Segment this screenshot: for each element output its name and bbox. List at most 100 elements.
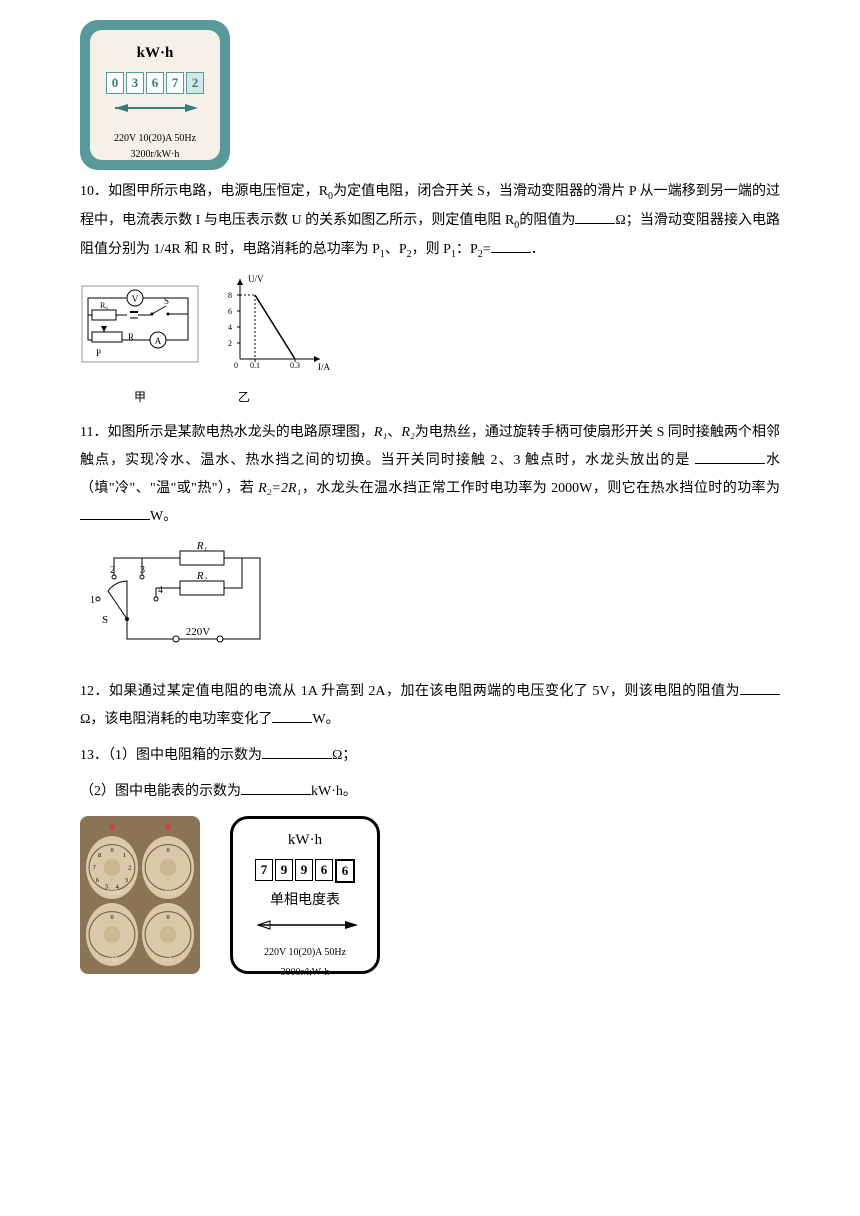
blank: [272, 708, 312, 723]
svg-text:R₂: R₂: [196, 570, 208, 582]
text: 13．（1）图中电阻箱的示数为: [80, 748, 262, 763]
text: 11．如图所示是某款电热水龙头的电路原理图，: [80, 425, 374, 440]
svg-text:8: 8: [98, 852, 101, 859]
svg-text:0: 0: [234, 361, 238, 370]
dial: 0 1 2 3 4 5 6 7 8 ×1000: [86, 836, 138, 899]
dial-label: ×1000: [86, 885, 138, 901]
blank: [491, 238, 531, 253]
caption: 乙: [220, 385, 330, 409]
resistance-box: 0 1 2 3 4 5 6 7 8 ×1000 0 ×100: [80, 816, 200, 974]
svg-text:7: 7: [93, 865, 96, 872]
text: Ω；: [332, 748, 356, 763]
graph-svg: U/V I/A 2 4 6 8 0 0.1 0.3: [220, 274, 330, 374]
svg-text:A: A: [155, 336, 162, 346]
svg-text:1: 1: [90, 595, 95, 606]
dial: 0 ×10: [86, 903, 138, 966]
circuit-diagram-jia: V R₀ S R P A 甲: [80, 284, 200, 409]
kwh-meter-2: kW·h 7 9 9 6 6 单相电度表 220V 10(20)A 50Hz 3…: [230, 816, 380, 974]
text: =: [483, 242, 491, 257]
text: R₂=2R₁: [258, 481, 301, 496]
blank: [575, 209, 615, 224]
q10-text: 10．如图甲所示电路，电源电压恒定，R0为定值电阻，闭合开关 S，当滑动变阻器的…: [80, 178, 780, 264]
svg-text:0: 0: [166, 847, 169, 854]
svg-text:R₁: R₁: [196, 540, 208, 552]
led-icon: [165, 824, 171, 830]
digit: 6: [146, 72, 164, 94]
svg-text:8: 8: [228, 291, 232, 300]
caption: 甲: [80, 385, 200, 409]
meter-spec: 3000r/kW·h: [239, 963, 371, 983]
digit: 6: [335, 859, 355, 883]
svg-text:6: 6: [228, 307, 232, 316]
text: 12．如果通过某定值电阻的电流从 1A 升高到 2A，加在该电阻两端的电压变化了…: [80, 684, 740, 699]
svg-text:0.1: 0.1: [250, 361, 260, 370]
digit: 6: [315, 859, 333, 881]
svg-text:0: 0: [110, 914, 113, 921]
meter-spec: 220V 10(20)A 50Hz: [98, 132, 212, 145]
svg-text:I/A: I/A: [318, 362, 330, 372]
svg-text:4: 4: [228, 323, 232, 332]
spinner-arrow-icon: [110, 102, 200, 114]
meter-face: kW·h 0 3 6 7 2 220V 10(20)A 50Hz 3200r/k…: [90, 30, 220, 160]
svg-text:3: 3: [125, 877, 128, 884]
circuit-svg: R₁ R₂ 1 2 3 4 S 220V: [80, 539, 280, 659]
text: kW·h。: [311, 784, 357, 799]
meter-digits: 0 3 6 7 2: [98, 72, 212, 94]
text: 10．如图甲所示电路，电源电压恒定，R: [80, 184, 328, 199]
svg-text:2: 2: [128, 865, 131, 872]
meter-spec: 3200r/kW·h: [98, 148, 212, 161]
dial-label: ×1: [142, 952, 194, 968]
svg-text:2: 2: [228, 339, 232, 348]
text: W。: [150, 509, 177, 524]
svg-text:0.3: 0.3: [290, 361, 300, 370]
blank: [241, 780, 311, 795]
q11-text: 11．如图所示是某款电热水龙头的电路原理图，R₁、R₂为电热丝，通过旋转手柄可使…: [80, 419, 780, 531]
circuit-svg: V R₀ S R P A: [80, 284, 200, 374]
digit: 3: [126, 72, 144, 94]
digit: 9: [275, 859, 293, 881]
dial: 0 ×100: [142, 836, 194, 899]
svg-text:V: V: [132, 294, 139, 304]
meter-unit: kW·h: [98, 38, 212, 68]
text: ：P: [456, 242, 478, 257]
text: ，水龙头在温水挡正常工作时电功率为 2000W，则它在热水挡位时的功率为: [301, 481, 780, 496]
svg-text:1: 1: [123, 852, 126, 859]
blank: [80, 505, 150, 520]
svg-text:0: 0: [110, 847, 113, 854]
meter-name: 单相电度表: [239, 887, 371, 915]
q10-figures: V R₀ S R P A 甲 U/V I/A 2: [80, 274, 780, 409]
dial: 0 ×1: [142, 903, 194, 966]
digit: 2: [186, 72, 204, 94]
svg-text:R₀: R₀: [100, 301, 108, 310]
text: Ω，该电阻消耗的电功率变化了: [80, 712, 272, 727]
graph-yi: U/V I/A 2 4 6 8 0 0.1 0.3 乙: [220, 274, 330, 409]
text: ，则 P: [412, 242, 451, 257]
q13-figures: 0 1 2 3 4 5 6 7 8 ×1000 0 ×100: [80, 816, 780, 974]
svg-text:U/V: U/V: [248, 274, 264, 284]
spinner-arrow-icon: [250, 918, 360, 932]
digit: 0: [106, 72, 124, 94]
digit: 7: [166, 72, 184, 94]
meter-unit: kW·h: [239, 825, 371, 855]
text: ．: [531, 242, 545, 257]
text: （2）图中电能表的示数为: [80, 784, 241, 799]
blank: [695, 449, 765, 464]
text: 、: [387, 425, 401, 440]
q13-line2: （2）图中电能表的示数为 kW·h。: [80, 778, 780, 806]
svg-text:0: 0: [166, 914, 169, 921]
svg-text:4: 4: [158, 585, 163, 596]
digit: 9: [295, 859, 313, 881]
svg-text:S: S: [102, 614, 108, 626]
dial-label: ×100: [142, 885, 194, 901]
meter-digits: 7 9 9 6 6: [239, 859, 371, 883]
q12-text: 12．如果通过某定值电阻的电流从 1A 升高到 2A，加在该电阻两端的电压变化了…: [80, 678, 780, 734]
text: R₂: [401, 425, 414, 440]
blank: [262, 744, 332, 759]
kwh-meter-1: kW·h 0 3 6 7 2 220V 10(20)A 50Hz 3200r/k…: [80, 20, 230, 170]
blank: [740, 680, 780, 695]
text: R₁: [374, 425, 387, 440]
faucet-circuit: R₁ R₂ 1 2 3 4 S 220V: [80, 539, 780, 670]
q13-line1: 13．（1）图中电阻箱的示数为 Ω；: [80, 742, 780, 770]
text: 的阻值为: [519, 213, 575, 228]
svg-text:220V: 220V: [186, 626, 211, 638]
